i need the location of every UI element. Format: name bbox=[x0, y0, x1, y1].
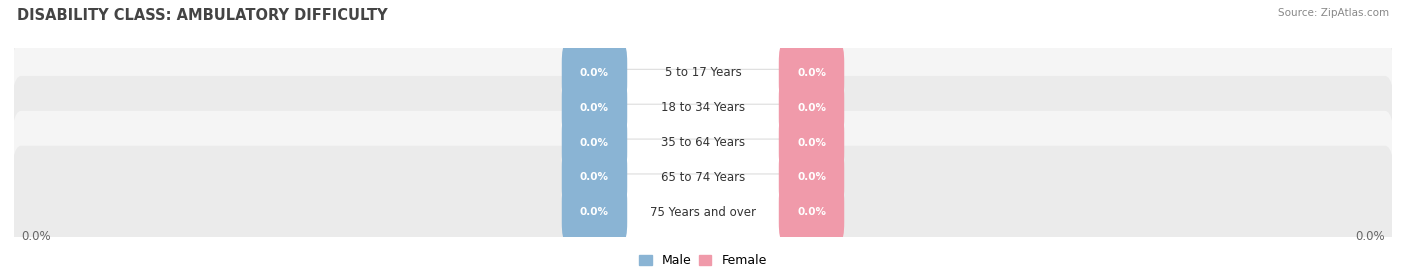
Text: 35 to 64 Years: 35 to 64 Years bbox=[661, 136, 745, 149]
FancyBboxPatch shape bbox=[11, 111, 1395, 244]
FancyBboxPatch shape bbox=[779, 150, 844, 205]
FancyBboxPatch shape bbox=[621, 104, 785, 181]
Text: DISABILITY CLASS: AMBULATORY DIFFICULTY: DISABILITY CLASS: AMBULATORY DIFFICULTY bbox=[17, 8, 388, 23]
Text: 0.0%: 0.0% bbox=[21, 230, 51, 243]
FancyBboxPatch shape bbox=[11, 6, 1395, 139]
FancyBboxPatch shape bbox=[562, 45, 627, 100]
FancyBboxPatch shape bbox=[11, 76, 1395, 209]
FancyBboxPatch shape bbox=[621, 174, 785, 251]
Text: 0.0%: 0.0% bbox=[797, 103, 825, 113]
FancyBboxPatch shape bbox=[779, 80, 844, 135]
Text: 5 to 17 Years: 5 to 17 Years bbox=[665, 66, 741, 79]
Text: 0.0%: 0.0% bbox=[581, 137, 609, 148]
Text: 0.0%: 0.0% bbox=[797, 68, 825, 78]
Text: 0.0%: 0.0% bbox=[581, 68, 609, 78]
FancyBboxPatch shape bbox=[11, 146, 1395, 269]
Text: 0.0%: 0.0% bbox=[797, 172, 825, 182]
FancyBboxPatch shape bbox=[562, 115, 627, 170]
Text: 0.0%: 0.0% bbox=[581, 103, 609, 113]
FancyBboxPatch shape bbox=[621, 34, 785, 111]
FancyBboxPatch shape bbox=[562, 185, 627, 240]
Text: 75 Years and over: 75 Years and over bbox=[650, 206, 756, 219]
FancyBboxPatch shape bbox=[621, 69, 785, 146]
FancyBboxPatch shape bbox=[562, 80, 627, 135]
FancyBboxPatch shape bbox=[11, 41, 1395, 174]
FancyBboxPatch shape bbox=[621, 139, 785, 216]
Text: Source: ZipAtlas.com: Source: ZipAtlas.com bbox=[1278, 8, 1389, 18]
Text: 0.0%: 0.0% bbox=[581, 207, 609, 217]
Text: 0.0%: 0.0% bbox=[797, 137, 825, 148]
FancyBboxPatch shape bbox=[779, 185, 844, 240]
FancyBboxPatch shape bbox=[779, 45, 844, 100]
Text: 0.0%: 0.0% bbox=[797, 207, 825, 217]
Text: 0.0%: 0.0% bbox=[1355, 230, 1385, 243]
Text: 65 to 74 Years: 65 to 74 Years bbox=[661, 171, 745, 184]
FancyBboxPatch shape bbox=[562, 150, 627, 205]
Text: 18 to 34 Years: 18 to 34 Years bbox=[661, 101, 745, 114]
Text: 0.0%: 0.0% bbox=[581, 172, 609, 182]
FancyBboxPatch shape bbox=[779, 115, 844, 170]
Legend: Male, Female: Male, Female bbox=[634, 249, 772, 269]
